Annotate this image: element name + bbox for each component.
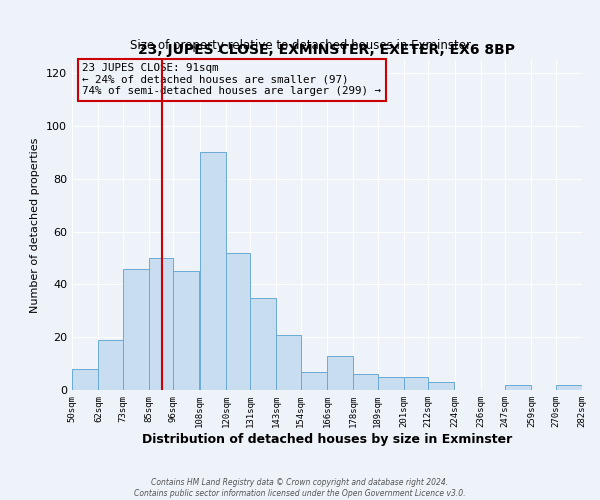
Bar [250, 298, 277, 390]
Bar [505, 384, 532, 390]
Bar [98, 340, 122, 390]
Bar [404, 377, 428, 390]
Bar [556, 384, 582, 390]
Bar [327, 356, 353, 390]
Bar [428, 382, 455, 390]
Bar [301, 372, 327, 390]
Text: Size of property relative to detached houses in Exminster: Size of property relative to detached ho… [130, 40, 470, 52]
Bar [122, 268, 149, 390]
Bar [199, 152, 226, 390]
Bar [149, 258, 173, 390]
Bar [377, 377, 404, 390]
Bar [173, 271, 199, 390]
Title: 23, JUPES CLOSE, EXMINSTER, EXETER, EX6 8BP: 23, JUPES CLOSE, EXMINSTER, EXETER, EX6 … [139, 44, 515, 58]
Bar [353, 374, 377, 390]
X-axis label: Distribution of detached houses by size in Exminster: Distribution of detached houses by size … [142, 432, 512, 446]
Bar [277, 334, 301, 390]
Text: Contains HM Land Registry data © Crown copyright and database right 2024.
Contai: Contains HM Land Registry data © Crown c… [134, 478, 466, 498]
Y-axis label: Number of detached properties: Number of detached properties [31, 138, 40, 312]
Bar [226, 252, 250, 390]
Text: 23 JUPES CLOSE: 91sqm
← 24% of detached houses are smaller (97)
74% of semi-deta: 23 JUPES CLOSE: 91sqm ← 24% of detached … [82, 64, 381, 96]
Bar [72, 369, 98, 390]
